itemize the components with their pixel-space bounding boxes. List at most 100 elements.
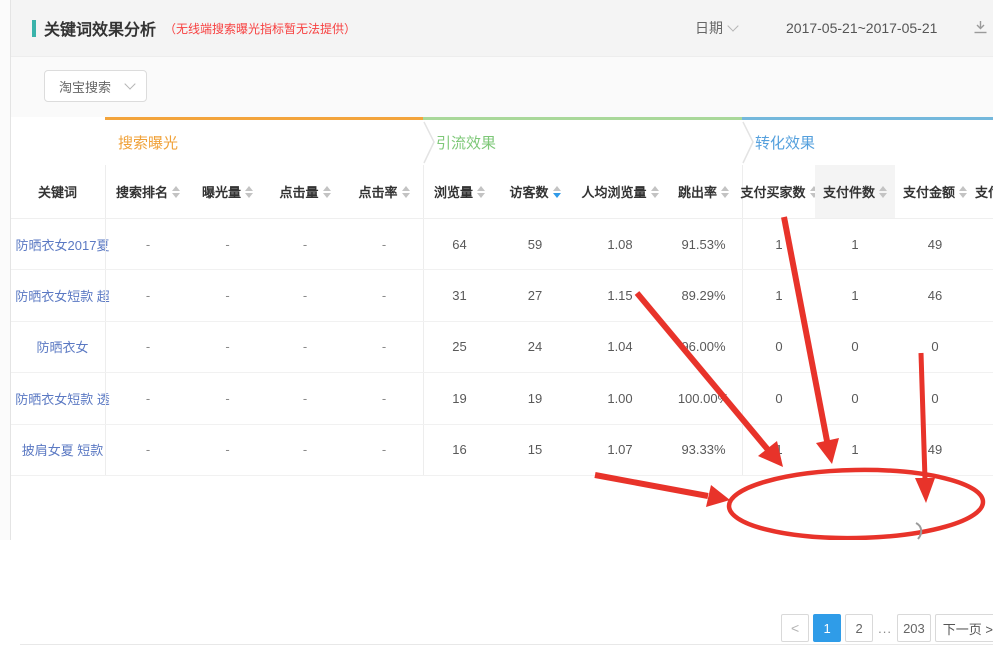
table-cell xyxy=(975,270,993,320)
column-header-10[interactable]: 支付件数 xyxy=(815,165,895,218)
group-traffic-effect: 引流效果 xyxy=(423,117,742,165)
table-cell: - xyxy=(381,236,387,252)
table-cell: 91.53% xyxy=(681,236,726,252)
table-cell: 1.04 xyxy=(607,339,633,355)
sort-icon[interactable] xyxy=(245,185,253,198)
table-cell: 0 xyxy=(851,339,859,355)
table-cell: - xyxy=(302,442,308,458)
table-cell: - xyxy=(302,339,308,355)
group-search-exposure: 搜索曝光 xyxy=(105,117,423,165)
sort-icon[interactable] xyxy=(172,185,180,198)
column-header-8[interactable]: 跳出率 xyxy=(665,165,742,218)
column-header-label: 点击率 xyxy=(358,185,398,200)
annotation-ellipse xyxy=(726,467,986,540)
column-header-2[interactable]: 曝光量 xyxy=(190,165,265,218)
table-cell: 19 xyxy=(423,373,495,424)
channel-select[interactable]: 淘宝搜索 xyxy=(44,70,147,102)
keyword-link[interactable]: 防晒衣女短款 透 xyxy=(15,391,110,407)
sort-icon[interactable] xyxy=(721,185,729,198)
table-cell: - xyxy=(105,321,190,373)
column-header-1[interactable]: 搜索排名 xyxy=(105,165,190,218)
table-row: 防晒衣女短款 超 - - - -31 27 1.15 89.29% 1 1 46 xyxy=(10,270,993,322)
column-header-4[interactable]: 点击率 xyxy=(345,165,423,218)
table-cell: 0 xyxy=(742,373,815,424)
table-cell: - xyxy=(302,288,308,304)
top-bar: 关键词效果分析 （无线端搜索曝光指标暂无法提供） 日期 2017-05-21~2… xyxy=(10,0,993,56)
sort-icon[interactable] xyxy=(322,185,331,198)
table-cell: 15 xyxy=(527,442,543,458)
sort-icon[interactable] xyxy=(401,185,410,198)
keyword-link[interactable]: 防晒衣女 xyxy=(36,340,89,356)
table-cell: 19 xyxy=(527,390,543,406)
annotation-arrowhead xyxy=(915,478,935,503)
page-title: 关键词效果分析 xyxy=(44,22,157,39)
table-cell: 1 xyxy=(742,424,815,475)
column-header-5[interactable]: 浏览量 xyxy=(423,165,495,218)
column-header-9[interactable]: 支付买家数 xyxy=(741,165,818,218)
pagination-page-2[interactable]: 2 xyxy=(845,614,874,642)
table-cell: 1.08 xyxy=(607,236,633,252)
column-header-label: 人均浏览量 xyxy=(581,185,647,200)
chevron-down-icon xyxy=(727,20,739,32)
table-cell: 1 xyxy=(851,442,859,458)
table-cell: 1 xyxy=(851,236,859,252)
group-separator-chevron xyxy=(742,121,754,164)
pagination-next-button[interactable]: 下一页 > xyxy=(934,614,993,642)
table-cell xyxy=(975,373,993,423)
sort-icon[interactable] xyxy=(809,185,818,198)
table-cell: - xyxy=(381,339,387,355)
table-cell: 1.00 xyxy=(607,390,633,406)
keyword-link[interactable]: 防晒衣女短款 超 xyxy=(15,289,110,305)
table-cell: - xyxy=(105,424,190,475)
pagination-page-1[interactable]: 1 xyxy=(813,614,842,642)
date-filter[interactable]: 日期 xyxy=(695,0,739,56)
sort-icon[interactable] xyxy=(959,185,967,198)
table-row: 披肩女夏 短款 - - - -16 15 1.07 93.33% 1 1 49 xyxy=(10,424,993,476)
table-footer: < 1 2 ... 203 下一页 > xyxy=(20,587,993,645)
group-separator-chevron xyxy=(423,121,435,164)
pagination: < 1 2 ... 203 下一页 > xyxy=(781,614,993,642)
column-header-11[interactable]: 支付金额 xyxy=(895,165,975,218)
sort-icon[interactable] xyxy=(650,185,659,198)
table-cell: 49 xyxy=(927,236,943,252)
column-header-7[interactable]: 人均浏览量 xyxy=(575,165,665,218)
table-cell xyxy=(975,322,993,372)
keyword-link[interactable]: 披肩女夏 短款 xyxy=(21,443,104,459)
table-cell: - xyxy=(381,288,387,304)
table-cell: 1.15 xyxy=(607,288,633,304)
keyword-table: 搜索曝光 引流效果 转化效果 关键词 搜索排名 曝光量 点击量 点击率 浏览量 访客数 人均浏… xyxy=(10,117,993,645)
sort-icon[interactable] xyxy=(879,185,887,198)
table-row: 防晒衣女短款 透 - - - -19 19 1.00 100.00% 0 0 0 xyxy=(10,373,993,425)
column-header-label: 支付金额 xyxy=(902,185,955,200)
column-header-keyword: 关键词 xyxy=(37,185,77,200)
table-cell: - xyxy=(225,390,230,406)
table-cell xyxy=(975,425,993,475)
table-cell: 31 xyxy=(423,270,495,321)
table-cell: 0 xyxy=(742,321,815,373)
title-marker xyxy=(32,19,36,37)
keyword-analysis-page: { "page": { "title": "关键词效果分析", "title_n… xyxy=(10,0,993,645)
table-cell: - xyxy=(381,390,387,406)
sort-icon[interactable] xyxy=(552,185,561,198)
table-cell: 25 xyxy=(423,321,495,373)
table-cell: 1.07 xyxy=(607,442,633,458)
download-icon[interactable] xyxy=(972,19,989,41)
sort-icon[interactable] xyxy=(477,185,485,198)
column-header-label: 搜索排名 xyxy=(115,185,168,200)
table-cell: 93.33% xyxy=(681,442,726,458)
pagination-page-203[interactable]: 203 xyxy=(897,614,931,642)
channel-select-value: 淘宝搜索 xyxy=(59,79,112,95)
column-header-6[interactable]: 访客数 xyxy=(495,165,575,218)
pagination-prev-button[interactable]: < xyxy=(781,614,810,642)
table-cell: 0 xyxy=(931,390,939,406)
table-cell: 89.29% xyxy=(681,288,726,304)
table-cell: 27 xyxy=(527,288,543,304)
table-cell: 46 xyxy=(927,288,943,304)
table-cell: - xyxy=(105,373,190,424)
table-cell: - xyxy=(225,442,230,458)
column-header-label: 访客数 xyxy=(509,185,549,200)
filter-bar: 淘宝搜索 xyxy=(10,56,993,118)
keyword-link[interactable]: 防晒衣女2017夏 xyxy=(15,237,110,253)
column-header-3[interactable]: 点击量 xyxy=(265,165,345,218)
group-conversion-effect: 转化效果 xyxy=(742,117,993,165)
